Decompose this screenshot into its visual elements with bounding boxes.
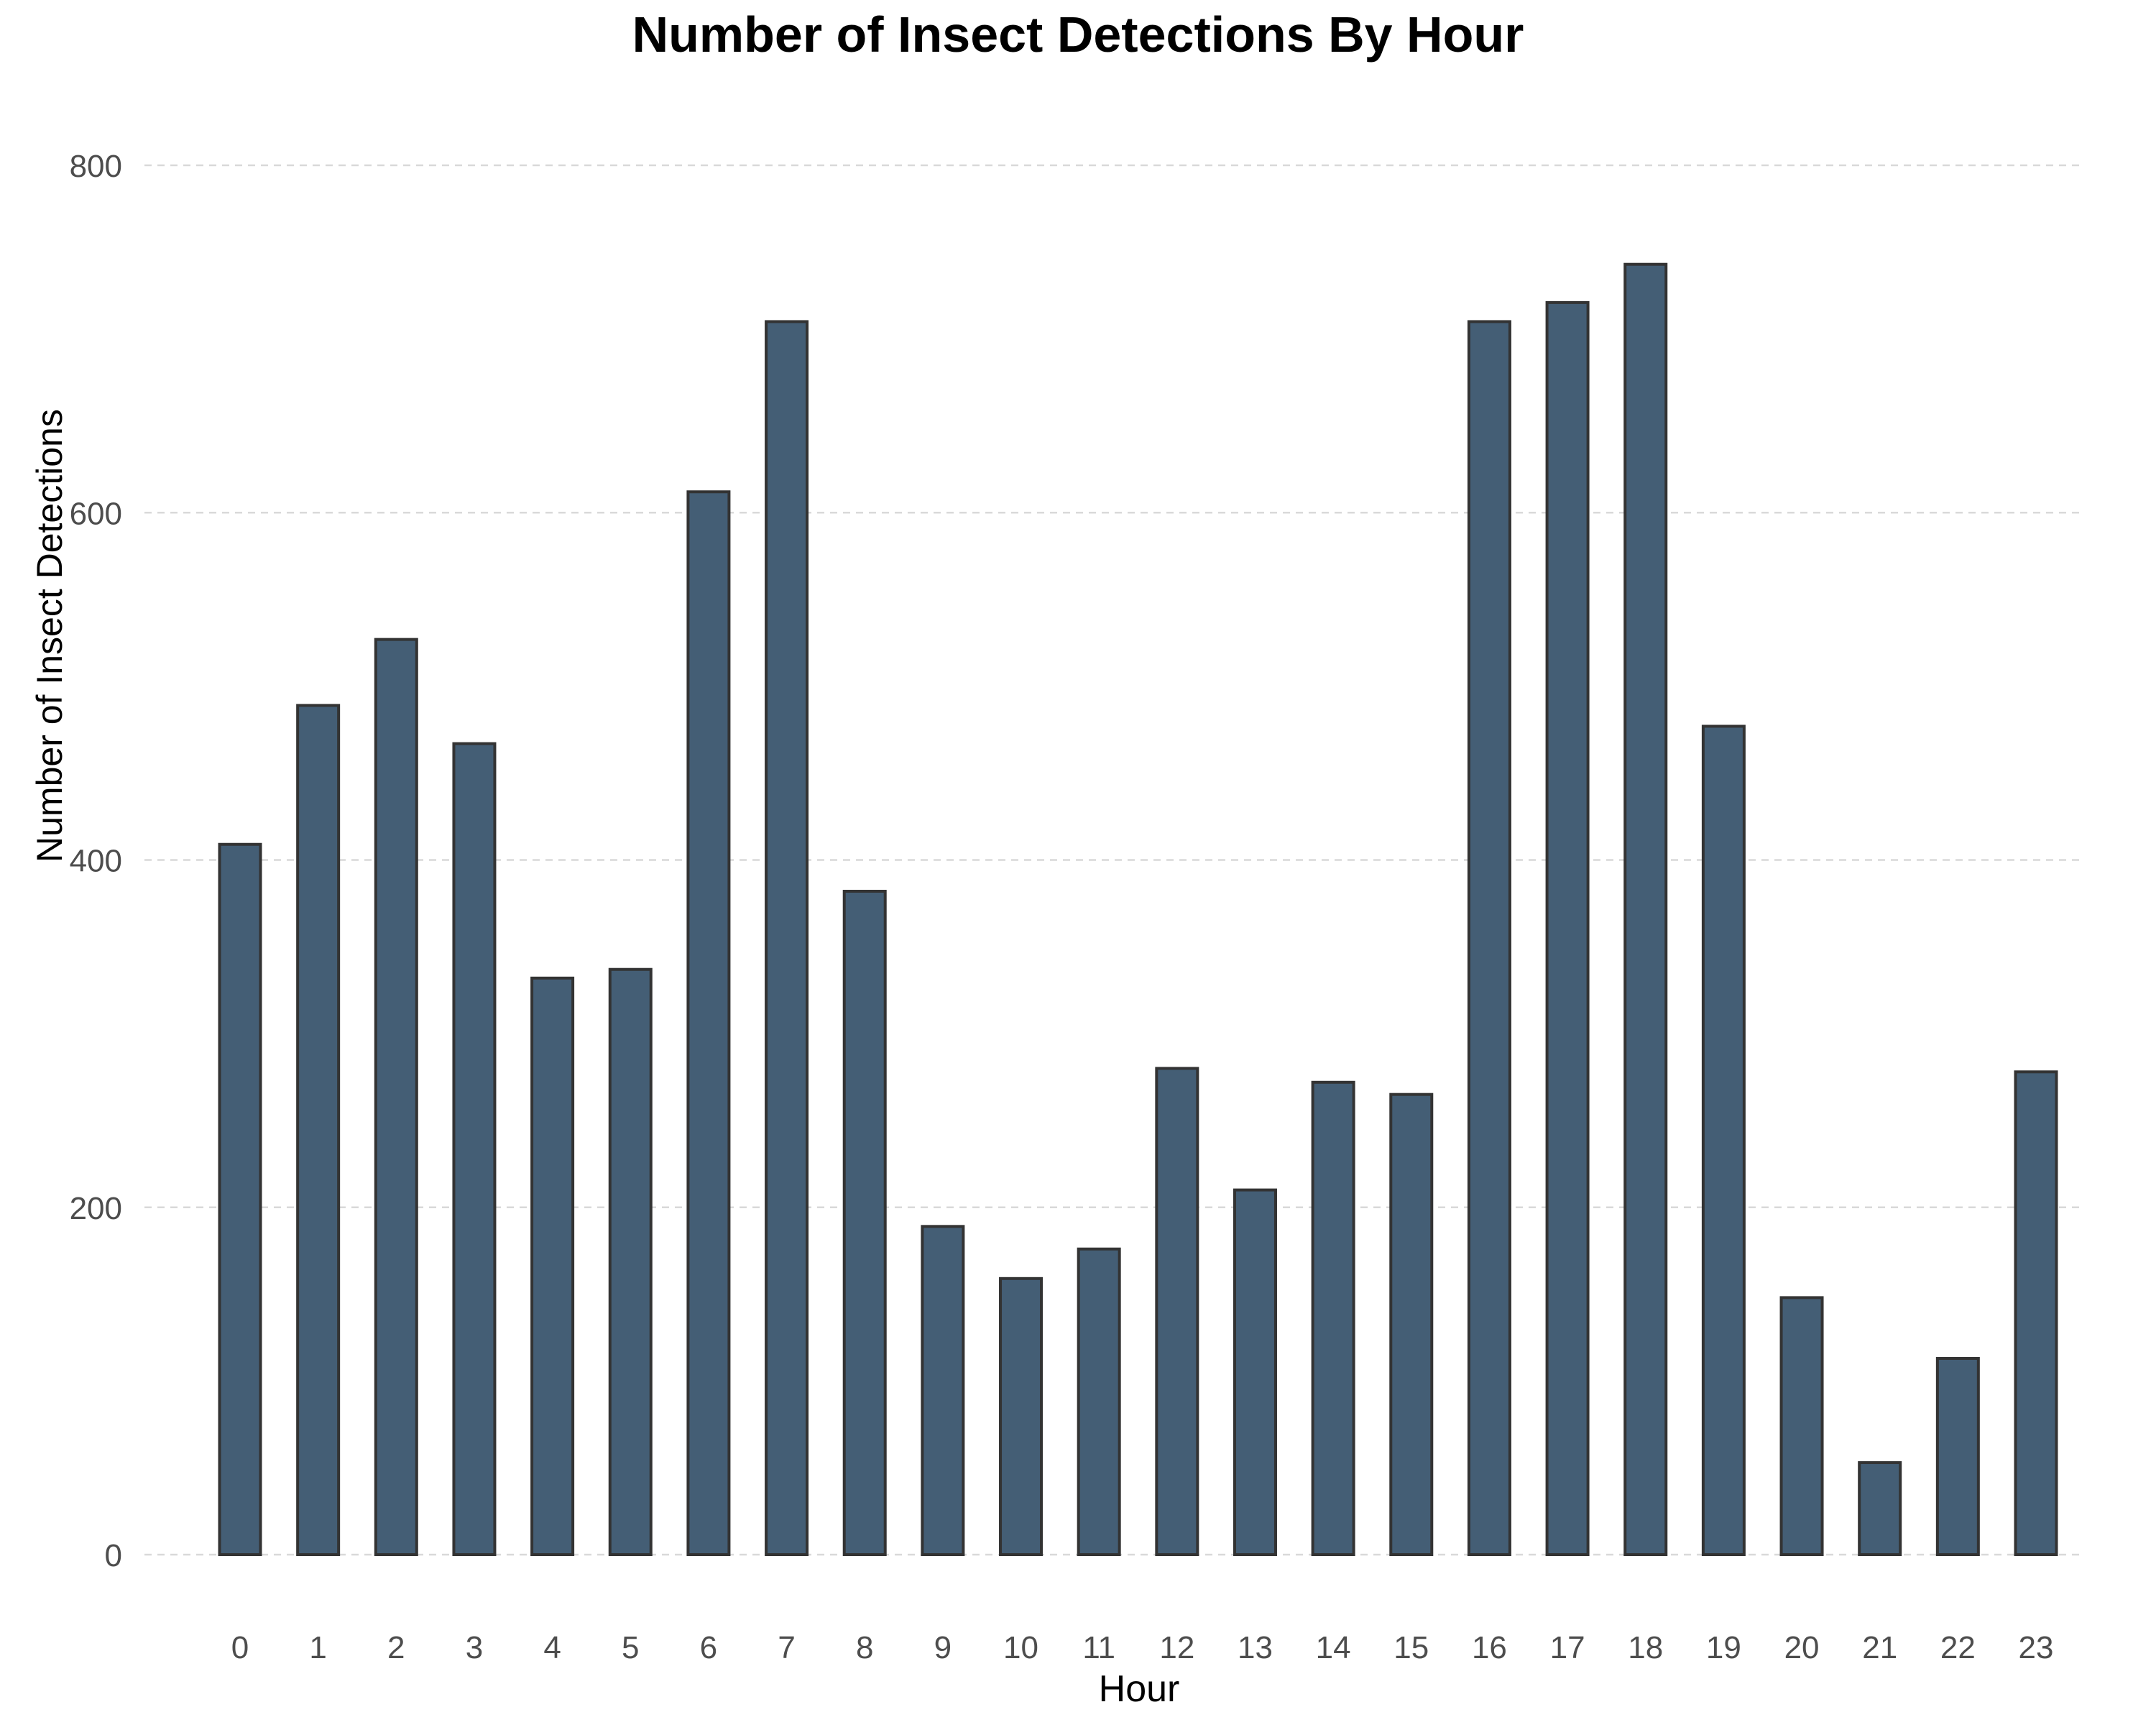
x-tick-label: 22 — [1940, 1630, 1976, 1665]
x-tick-label: 18 — [1628, 1630, 1663, 1665]
chart-title: Number of Insect Detections By Hour — [632, 6, 1524, 63]
y-tick-label: 200 — [70, 1191, 122, 1226]
bar — [1155, 1067, 1199, 1556]
x-tick-label: 16 — [1472, 1630, 1507, 1665]
bar — [218, 842, 262, 1557]
x-tick-label: 8 — [856, 1630, 873, 1665]
bar — [999, 1276, 1044, 1557]
x-tick-label: 15 — [1393, 1630, 1429, 1665]
bar — [1389, 1092, 1434, 1556]
bar — [842, 889, 887, 1557]
x-tick-label: 14 — [1316, 1630, 1351, 1665]
bar — [1545, 300, 1590, 1556]
bar — [686, 490, 731, 1556]
bar — [1935, 1356, 1980, 1556]
bar — [1311, 1080, 1355, 1556]
bar — [296, 704, 341, 1556]
x-tick-label: 13 — [1238, 1630, 1273, 1665]
y-tick-label: 400 — [70, 844, 122, 879]
y-tick-label: 800 — [70, 149, 122, 184]
bar — [452, 742, 497, 1556]
bar — [1233, 1188, 1277, 1557]
x-tick-label: 12 — [1159, 1630, 1194, 1665]
x-tick-label: 5 — [622, 1630, 639, 1665]
x-tick-label: 1 — [309, 1630, 326, 1665]
bar — [530, 976, 575, 1557]
x-tick-label: 17 — [1550, 1630, 1585, 1665]
x-tick-label: 20 — [1784, 1630, 1820, 1665]
bar — [374, 638, 418, 1556]
x-tick-label: 6 — [700, 1630, 717, 1665]
bar — [1077, 1247, 1121, 1556]
x-tick-label: 10 — [1003, 1630, 1038, 1665]
bar — [765, 320, 809, 1556]
x-axis-label: Hour — [1098, 1668, 1180, 1710]
x-tick-label: 4 — [543, 1630, 561, 1665]
bar — [921, 1225, 965, 1556]
x-tick-label: 3 — [466, 1630, 483, 1665]
x-tick-label: 9 — [934, 1630, 952, 1665]
bar — [1623, 262, 1668, 1557]
x-tick-label: 2 — [387, 1630, 405, 1665]
y-tick-label: 600 — [70, 496, 122, 531]
x-tick-label: 19 — [1706, 1630, 1741, 1665]
bar — [1701, 724, 1746, 1556]
x-tick-label: 11 — [1082, 1630, 1115, 1665]
bar — [1779, 1296, 1824, 1557]
bar — [608, 967, 653, 1556]
x-tick-label: 23 — [2019, 1630, 2054, 1665]
bar — [2014, 1070, 2058, 1556]
x-tick-label: 21 — [1862, 1630, 1897, 1665]
x-tick-label: 0 — [231, 1630, 249, 1665]
y-tick-label: 0 — [105, 1538, 122, 1573]
bar — [1467, 320, 1511, 1556]
bar — [1858, 1460, 1902, 1556]
x-tick-label: 7 — [778, 1630, 795, 1665]
